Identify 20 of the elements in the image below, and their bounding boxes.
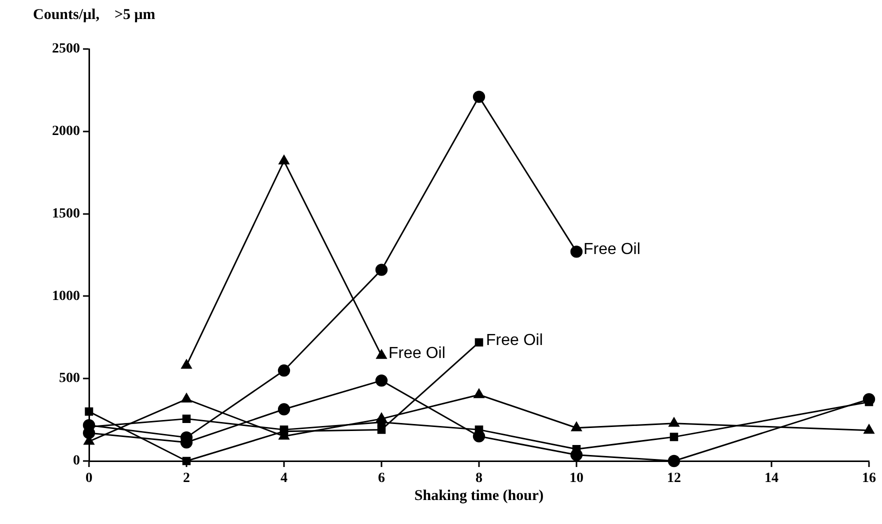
annotation: Free Oil bbox=[486, 332, 543, 349]
y-axis-title: Counts/μl, >5 μm bbox=[33, 6, 156, 23]
annotation: Free Oil bbox=[388, 344, 446, 362]
x-tick-label: 6 bbox=[378, 471, 385, 486]
x-axis-title: Shaking time (hour) bbox=[414, 488, 544, 504]
y-tick-label: 2500 bbox=[52, 42, 80, 57]
x-tick-label: 0 bbox=[86, 471, 92, 486]
x-tick-label: 8 bbox=[476, 471, 482, 486]
x-tick-label: 14 bbox=[764, 471, 778, 486]
y-tick-label: 500 bbox=[59, 371, 80, 386]
x-tick-label: 12 bbox=[667, 471, 681, 486]
y-tick-label: 1500 bbox=[52, 206, 80, 222]
x-tick-label: 16 bbox=[862, 471, 876, 486]
y-tick-label: 1000 bbox=[52, 288, 80, 304]
x-tick-label: 10 bbox=[570, 471, 584, 486]
x-tick-label: 4 bbox=[280, 471, 288, 486]
y-tick-label: 2000 bbox=[52, 124, 80, 140]
x-tick-label: 2 bbox=[183, 471, 190, 486]
y-tick-label: 0 bbox=[73, 454, 80, 469]
annotation: Free Oil bbox=[584, 241, 640, 258]
